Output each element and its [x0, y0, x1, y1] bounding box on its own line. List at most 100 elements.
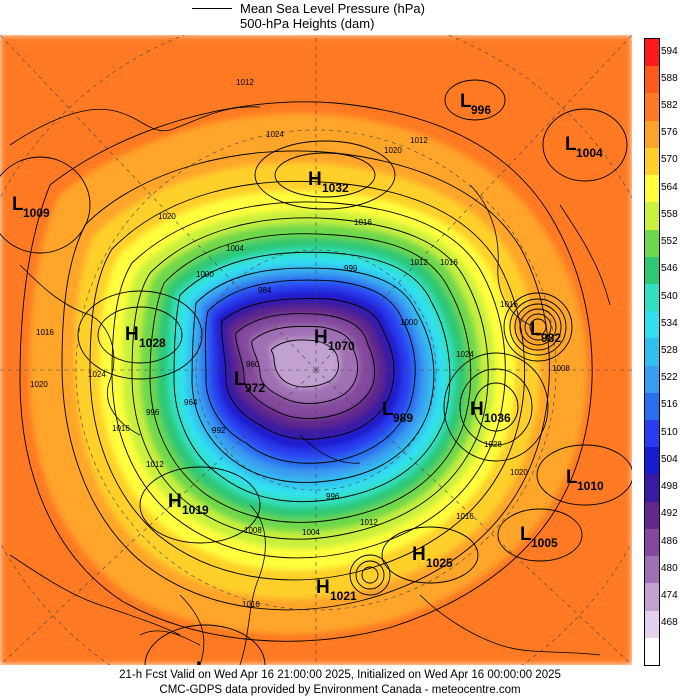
- isobar-value-label: 1016: [440, 258, 458, 267]
- colorbar-tick-label: 480: [661, 562, 678, 574]
- pressure-value-label: 1028: [139, 336, 166, 350]
- high-pressure-marker: H: [308, 169, 322, 190]
- low-pressure-marker: L: [566, 467, 578, 488]
- colorbar-tick-label: 540: [661, 290, 678, 302]
- isobar-value-label: 1028: [484, 440, 502, 449]
- colorbar-segment: [645, 420, 659, 448]
- colorbar-segment: [645, 202, 659, 230]
- high-pressure-marker: H: [470, 399, 484, 420]
- isobar-value-label: 1000: [196, 270, 214, 279]
- pressure-value-label: 972: [245, 381, 265, 395]
- graticule: [0, 35, 632, 665]
- colorbar-tick-label: 516: [661, 399, 678, 411]
- isobar-value-label: 1024: [456, 350, 474, 359]
- colorbar-segment: [645, 501, 659, 530]
- colorbar-segment: [645, 147, 659, 176]
- height-fill-layer: [0, 35, 632, 665]
- isobar-value-label: 1012: [360, 518, 378, 527]
- low-pressure-marker: L: [382, 399, 394, 420]
- colorbar-tick-label: 498: [661, 481, 678, 493]
- isobar-value-label: 1016: [36, 328, 54, 337]
- pressure-value-label: 1025: [426, 556, 453, 570]
- data-credit-caption: CMC-GDPS data provided by Environment Ca…: [159, 684, 521, 696]
- low-pressure-marker: L: [520, 524, 532, 545]
- legend-height-label: 500-hPa Heights (dam): [240, 16, 375, 31]
- low-pressure-marker: L: [565, 134, 577, 155]
- isobar-value-label: 996: [326, 492, 340, 501]
- legend-isobar-label: Mean Sea Level Pressure (hPa): [240, 1, 425, 16]
- isobar-value-label: 1008: [244, 526, 262, 535]
- colorbar-tick-label: 468: [661, 617, 678, 629]
- pressure-value-label: 1032: [322, 181, 349, 195]
- coastlines: [9, 106, 611, 665]
- isobar-value-label: 999: [344, 264, 358, 273]
- isobar-value-label: 1016: [354, 218, 372, 227]
- isobar-value-label: 1020: [30, 380, 48, 389]
- isobar-value-label: 1020: [384, 146, 402, 155]
- isobar-value-label: 1012: [410, 136, 428, 145]
- isobar-value-label: 996: [146, 408, 160, 417]
- colorbar-tick-label: 522: [661, 372, 678, 384]
- high-pressure-marker: H: [125, 324, 139, 345]
- fill-low-east: [514, 303, 562, 351]
- isobar-value-label: 1016: [242, 600, 260, 609]
- colorbar-tick-label: 486: [661, 535, 678, 547]
- weather-map: 1012 1024 1020 1012 1016 1004 1020 1016 1024 1020…: [0, 35, 632, 665]
- colorbar-tick-label: 552: [661, 236, 678, 248]
- colorbar-segment: [645, 474, 659, 503]
- colorbar-segment: [645, 583, 659, 612]
- isobar-value-label: 984: [258, 286, 272, 295]
- colorbar-segment: [645, 365, 659, 394]
- isobar-value-label: 1004: [302, 528, 320, 537]
- isobar-value-label: 1012: [146, 460, 164, 469]
- isobar-value-label: 1024: [266, 130, 284, 139]
- colorbar-segment: [645, 447, 659, 475]
- colorbar-segment: [645, 283, 659, 312]
- colorbar-tick-label: 546: [661, 263, 678, 275]
- colorbar-tick-label: 492: [661, 508, 678, 520]
- isobar-value-label: 1016: [500, 300, 518, 309]
- high-pressure-marker: H: [316, 577, 330, 598]
- isobar-value-label: 1008: [552, 364, 570, 373]
- low-pressure-marker: L: [12, 194, 24, 215]
- isobar-value-label: 964: [184, 398, 198, 407]
- pressure-value-label: 989: [393, 411, 413, 425]
- isobar-value-label: 1016: [456, 512, 474, 521]
- isobar-value-label: 1016: [112, 424, 130, 433]
- colorbar-tick-label: 594: [661, 45, 678, 57]
- height-colorbar: [644, 38, 660, 666]
- isobar-value-label: 1000: [400, 318, 418, 327]
- colorbar-segment: [645, 66, 659, 94]
- forecast-validity-caption: 21-h Fcst Valid on Wed Apr 16 21:00:00 2…: [119, 669, 561, 681]
- colorbar-segment: [645, 392, 659, 421]
- colorbar-segment: [645, 175, 659, 203]
- colorbar-tick-label: 474: [661, 589, 678, 601]
- high-pressure-marker: H: [168, 491, 182, 512]
- pressure-value-label: 1070: [328, 339, 355, 353]
- colorbar-segment: [645, 93, 659, 122]
- colorbar-segment: [645, 120, 659, 149]
- isobar-value-label: 1012: [410, 258, 428, 267]
- low-pressure-marker: L: [196, 659, 208, 665]
- colorbar-tick-label: 510: [661, 426, 678, 438]
- colorbar-tick-label: 558: [661, 208, 678, 220]
- isobar-labels: 1012 1024 1020 1012 1016 1004 1020 1016 1024 1020…: [30, 78, 570, 609]
- colorbar-segment: [645, 229, 659, 258]
- isobar-value-label: 1020: [158, 212, 176, 221]
- colorbar-tick-label: 588: [661, 72, 678, 84]
- colorbar-tick-label: 582: [661, 100, 678, 112]
- colorbar-tick-label: 576: [661, 127, 678, 139]
- high-pressure-marker: H: [314, 327, 328, 348]
- colorbar-tick-label: 504: [661, 453, 678, 465]
- colorbar-segment: [645, 556, 659, 584]
- map-legend: Mean Sea Level Pressure (hPa) 500-hPa He…: [0, 0, 680, 34]
- pressure-value-label: 1004: [576, 146, 603, 160]
- colorbar-segment: [645, 256, 659, 285]
- pressure-value-label: 982: [541, 331, 561, 345]
- isobars: [0, 79, 632, 665]
- pressure-value-label: 1036: [484, 411, 511, 425]
- colorbar-segment: [645, 637, 659, 666]
- colorbar-segment: [645, 311, 659, 339]
- colorbar-tick-label: 534: [661, 317, 678, 329]
